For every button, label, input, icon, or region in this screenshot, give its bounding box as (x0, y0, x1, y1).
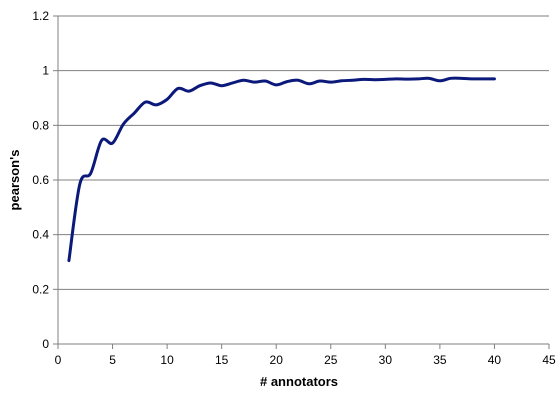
x-tick-label: 10 (160, 353, 174, 367)
y-tick-label: 0.2 (32, 282, 49, 296)
x-tick-labels: 0 5 10 15 20 25 30 35 40 45 (55, 353, 556, 367)
x-tick-label: 5 (109, 353, 116, 367)
y-tick-label: 1.2 (32, 9, 49, 23)
x-axis-title: # annotators (260, 374, 338, 389)
y-tick-label: 0.4 (32, 228, 49, 242)
x-tick-label: 35 (433, 353, 447, 367)
axes (53, 15, 550, 349)
x-tick-label: 0 (55, 353, 62, 367)
x-tick-label: 45 (542, 353, 556, 367)
y-tick-labels: 0 0.2 0.4 0.6 0.8 1 1.2 (32, 9, 49, 351)
x-tick-label: 30 (379, 353, 393, 367)
y-axis-title: pearson's (7, 150, 22, 211)
y-tick-label: 0 (42, 337, 49, 351)
x-tick-label: 25 (324, 353, 338, 367)
gridlines (58, 15, 549, 290)
y-tick-label: 0.8 (32, 118, 49, 132)
x-tick-label: 15 (215, 353, 229, 367)
series-group (67, 76, 496, 263)
y-tick-label: 1 (42, 64, 49, 78)
series-line (67, 76, 496, 263)
y-tick-label: 0.6 (32, 173, 49, 187)
x-tick-label: 40 (488, 353, 502, 367)
x-tick-label: 20 (270, 353, 284, 367)
